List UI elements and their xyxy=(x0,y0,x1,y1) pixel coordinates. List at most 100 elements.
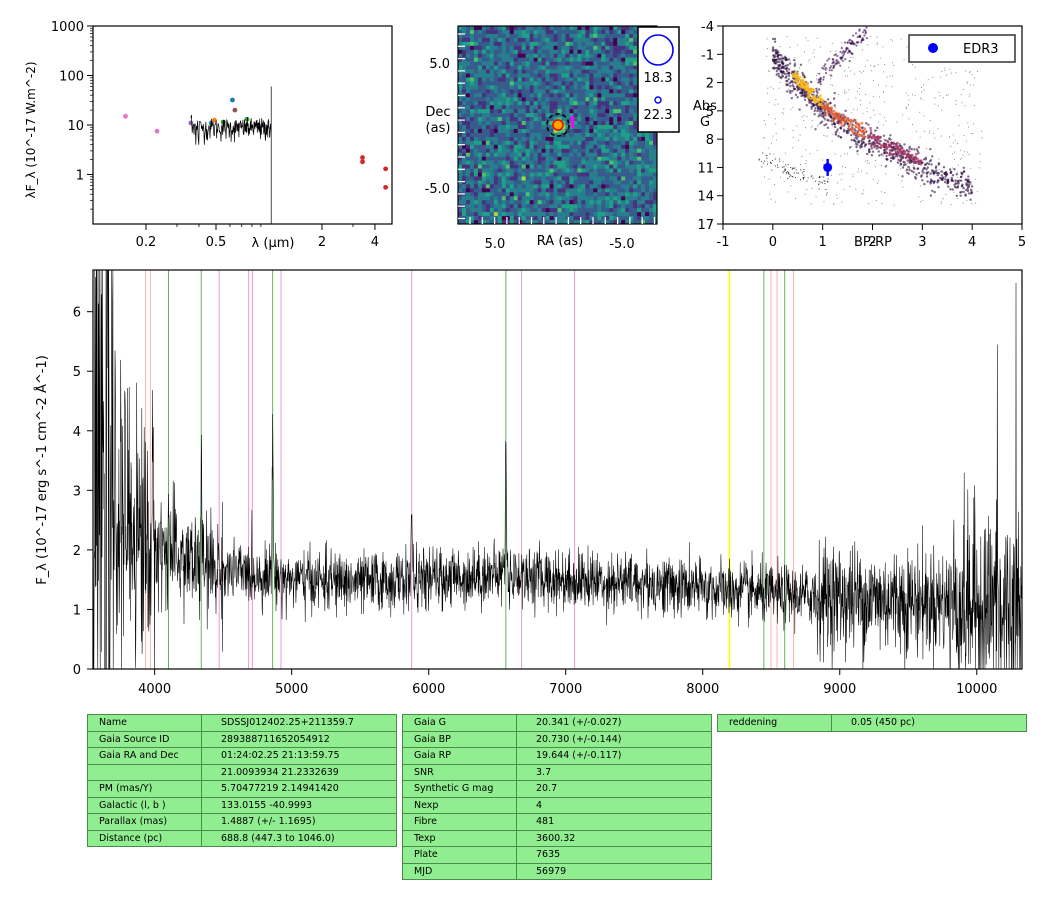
info-table-1: Name SDSSJ012402.25+211359.7 Gaia Source I… xyxy=(87,714,397,847)
table-row: Fibre 481 xyxy=(402,813,712,831)
sed-point xyxy=(360,159,365,165)
table-value: 20.7 xyxy=(516,780,712,798)
spectrum-xtick-label: 6000 xyxy=(412,682,445,697)
sed-xtick-label: 0.5 xyxy=(206,235,227,250)
table-key: reddening xyxy=(717,714,832,732)
sed-ytick-label: 1 xyxy=(76,169,84,184)
sed-point xyxy=(383,184,389,190)
table-key: Name xyxy=(87,714,202,732)
cmd-xlabel: BP-RP xyxy=(854,235,892,250)
sed-ytick-label: 10 xyxy=(67,119,84,134)
table-value: 0.05 (450 pc) xyxy=(831,714,1027,732)
cmd-ytick-label: 11 xyxy=(697,161,714,176)
table-value: 20.730 (+/-0.144) xyxy=(516,730,712,748)
image-ylabel-line1: Dec xyxy=(425,105,450,120)
image-ytick-label: -5.0 xyxy=(425,182,450,197)
table-row: Parallax (mas) 1.4887 (+/- 1.1695) xyxy=(87,813,397,831)
table-key: Nexp xyxy=(402,796,517,814)
mag-legend-label-2: 22.3 xyxy=(644,108,673,123)
spectrum-flux-line xyxy=(92,269,1023,670)
table-key: Parallax (mas) xyxy=(87,813,202,831)
spectrum-bg xyxy=(93,270,1022,669)
spectrum-ytick-label: 6 xyxy=(73,306,81,321)
table-value: 3600.32 xyxy=(516,829,712,847)
image-xtick-label: 5.0 xyxy=(485,237,506,252)
cmd-legend xyxy=(908,34,1016,63)
cmd-ytick-label: 5 xyxy=(706,105,714,120)
table-row: Gaia RP 19.644 (+/-0.117) xyxy=(402,747,712,765)
spectrum-ytick-label: 0 xyxy=(73,663,81,678)
cmd-xtick-label: 5 xyxy=(1018,235,1026,250)
table-key: SNR xyxy=(402,763,517,781)
spectrum-xtick-label: 9000 xyxy=(823,682,856,697)
info-table-2: Gaia G 20.341 (+/-0.027) Gaia BP 20.730 (+/… xyxy=(402,714,712,880)
cmd-ytick-label: 17 xyxy=(697,218,714,233)
table-key: Plate xyxy=(402,846,517,864)
table-value: 289388711652054912 xyxy=(201,730,397,748)
table-value: 21.0093934 21.2332639 xyxy=(201,763,397,781)
mag-legend-small-circle-icon xyxy=(654,96,662,104)
cmd-panel: -1 0 1 2 3 4 5 -4 -1 2 5 8 11 14 17 EDR3 BP-RP Abs G xyxy=(693,20,1026,250)
sed-xtick-label: 0.2 xyxy=(136,235,157,250)
table-row: 21.0093934 21.2332639 xyxy=(87,763,397,781)
table-row: Texp 3600.32 xyxy=(402,829,712,847)
source-marker-icon xyxy=(552,119,564,131)
spectrum-ytick-label: 3 xyxy=(73,484,81,499)
spectrum-xtick-label: 10000 xyxy=(956,682,997,697)
sed-point xyxy=(188,120,194,126)
image-ytick-label: 5.0 xyxy=(429,57,450,72)
sed-ytick-label: 1000 xyxy=(51,20,84,35)
sed-ytick-label: 100 xyxy=(59,70,84,85)
table-value: 19.644 (+/-0.117) xyxy=(516,747,712,765)
image-xtick-label: -5.0 xyxy=(609,237,634,252)
spectrum-ytick-label: 1 xyxy=(73,603,81,618)
table-row: Synthetic G mag 20.7 xyxy=(402,780,712,798)
table-key: Fibre xyxy=(402,813,517,831)
sed-panel: 0.2 0.5 2 4 1 10 100 1000 λ (μm) λF_λ (10^-17 W… xyxy=(24,20,393,251)
spectrum-xtick-label: 8000 xyxy=(686,682,719,697)
table-row: Gaia RA and Dec 01:24:02.25 21:13:59.75 xyxy=(87,747,397,765)
mag-legend-label-1: 18.3 xyxy=(644,71,673,86)
table-key: Gaia G xyxy=(402,714,517,732)
sed-ylabel: λF_λ (10^-17 W.m^-2) xyxy=(24,61,38,198)
info-table-3: reddening 0.05 (450 pc) xyxy=(717,714,1027,732)
cmd-ytick-label: 14 xyxy=(697,190,714,205)
sed-xtick-label: 4 xyxy=(371,235,379,250)
cmd-density-background xyxy=(758,26,983,206)
table-row: SNR 3.7 xyxy=(402,763,712,781)
sed-point xyxy=(383,166,389,172)
image-heatmap xyxy=(458,26,658,225)
target-marker-icon xyxy=(546,113,570,137)
table-row: Gaia G 20.341 (+/-0.027) xyxy=(402,714,712,732)
sed-point xyxy=(232,107,238,113)
cmd-xtick-label: -1 xyxy=(717,235,730,250)
table-value: 5.70477219 2.14941420 xyxy=(201,780,397,798)
sed-point xyxy=(360,155,365,160)
table-key: Distance (pc) xyxy=(87,829,202,847)
table-key xyxy=(87,763,202,781)
table-key: Gaia BP xyxy=(402,730,517,748)
sed-point xyxy=(123,113,128,119)
image-panel: 5.0 -5.0 5.0 -5.0 18.3 22.3 RA (as) Dec (as… xyxy=(425,25,680,252)
table-key: Galactic (l, b ) xyxy=(87,796,202,814)
spectrum-xtick-label: 4000 xyxy=(138,682,171,697)
table-value: 56979 xyxy=(516,862,712,880)
table-value: 4 xyxy=(516,796,712,814)
table-key: Synthetic G mag xyxy=(402,780,517,798)
table-row: Gaia BP 20.730 (+/-0.144) xyxy=(402,730,712,748)
cmd-legend-label: EDR3 xyxy=(963,42,999,57)
sed-point xyxy=(230,97,235,103)
table-key: PM (mas/Y) xyxy=(87,780,202,798)
spectrum-xtick-label: 5000 xyxy=(275,682,308,697)
sed-xlabel: λ (μm) xyxy=(252,236,295,251)
spectrum-frame xyxy=(92,269,1023,670)
spectrum-ytick-label: 5 xyxy=(73,365,81,380)
table-row: Distance (pc) 688.8 (447.3 to 1046.0) xyxy=(87,829,397,847)
cmd-xtick-label: 0 xyxy=(769,235,777,250)
sed-point xyxy=(212,117,217,123)
table-row: MJD 56979 xyxy=(402,862,712,880)
table-row: Nexp 4 xyxy=(402,796,712,814)
table-row: Gaia Source ID 289388711652054912 xyxy=(87,730,397,748)
table-key: Texp xyxy=(402,829,517,847)
